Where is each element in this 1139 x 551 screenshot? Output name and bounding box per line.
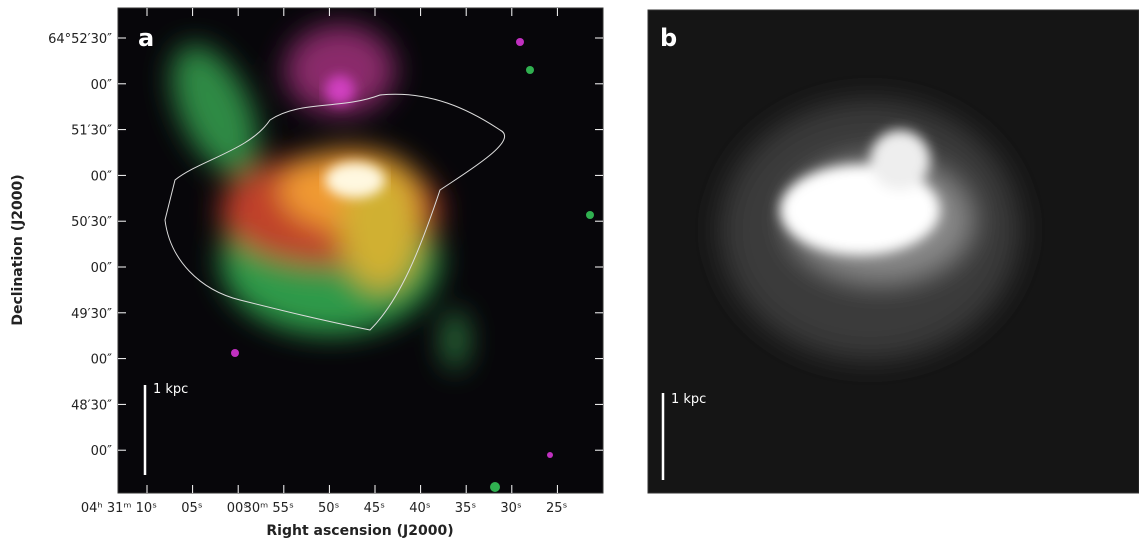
x-tick-label: 04ʰ 31ᵐ 10ˢ: [81, 501, 157, 516]
x-tick-label: 05ˢ: [181, 501, 203, 516]
panel-b-frame: [647, 9, 1139, 494]
x-tick-label: 50ˢ: [318, 501, 340, 516]
panel-label: a: [138, 24, 154, 52]
y-tick-label: 00″: [91, 169, 113, 184]
y-tick-label: 00″: [91, 261, 113, 276]
x-tick-label: 40ˢ: [409, 501, 431, 516]
y-tick-label: 49′30″: [71, 307, 112, 322]
y-tick-label: 64°52′30″: [48, 32, 112, 47]
y-tick-label: 00″: [91, 444, 113, 459]
x-tick-label: 30ˢ: [500, 501, 522, 516]
y-tick-label: 48′30″: [71, 398, 112, 413]
panel-label: b: [660, 24, 677, 52]
y-axis-title: Declination (J2000): [10, 174, 26, 325]
x-tick-label: 00ˢ: [227, 501, 249, 516]
scale-bar-label: 1 kpc: [153, 382, 188, 397]
panel-b-image: [648, 10, 1139, 493]
y-tick-label: 50′30″: [71, 215, 112, 230]
x-axis-title: Right ascension (J2000): [266, 523, 453, 539]
x-tick-label: 35ˢ: [455, 501, 477, 516]
x-tick-label: 30ᵐ 55ˢ: [244, 501, 294, 516]
scale-bar-label: 1 kpc: [671, 392, 706, 407]
y-tick-label: 00″: [91, 78, 113, 93]
x-tick-label: 25ˢ: [546, 501, 568, 516]
x-tick-label: 45ˢ: [364, 501, 386, 516]
panel-a-image: [118, 8, 603, 493]
panel-a-frame: [117, 7, 604, 494]
y-tick-label: 51′30″: [71, 124, 112, 139]
y-tick-label: 00″: [91, 353, 113, 368]
